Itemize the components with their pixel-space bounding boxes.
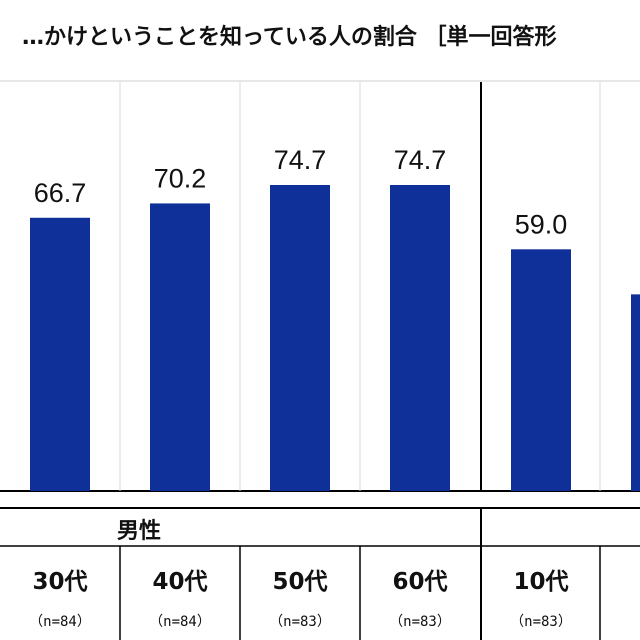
chart-title: …かけということを知っている人の割合 ［単一回答形 — [22, 24, 557, 50]
sample-size-label: （n=83） — [510, 614, 572, 630]
category-label: 10代 — [513, 569, 568, 595]
sample-size-label: （n=83） — [269, 614, 331, 630]
bar-value-label: 74.7 — [274, 145, 327, 175]
category-label: 60代 — [392, 569, 447, 595]
bar-value-label: 70.2 — [154, 163, 207, 193]
bar — [150, 203, 210, 492]
bar — [511, 249, 571, 491]
bar-value-label: 66.7 — [34, 178, 87, 208]
category-label: 50代 — [272, 569, 327, 595]
chart-marks: 66.7 30代 （n=84） 70.2 40代 （n=84） 74.7 50代 （n=83） 7… — [29, 82, 640, 640]
category-label: 30代 — [32, 569, 87, 595]
group-label-male: 男性 — [117, 519, 161, 544]
bar-value-label: 74.7 — [394, 145, 447, 175]
sample-size-label: （n=83） — [389, 614, 451, 630]
bar-value-label: 59.0 — [515, 209, 568, 239]
sample-size-label: （n=84） — [29, 614, 91, 630]
category-label: 40代 — [152, 569, 207, 595]
bar — [390, 185, 450, 491]
bar — [30, 217, 90, 491]
bar — [631, 294, 640, 491]
bar — [270, 185, 330, 491]
sample-size-label: （n=84） — [149, 614, 211, 630]
